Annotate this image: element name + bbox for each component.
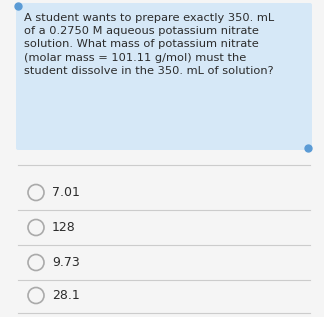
Text: 28.1: 28.1: [52, 289, 80, 302]
FancyBboxPatch shape: [16, 3, 312, 150]
Text: 9.73: 9.73: [52, 256, 80, 269]
Text: A student wants to prepare exactly 350. mL
of a 0.2750 M aqueous potassium nitra: A student wants to prepare exactly 350. …: [24, 13, 274, 76]
Text: 7.01: 7.01: [52, 186, 80, 199]
Text: 128: 128: [52, 221, 76, 234]
